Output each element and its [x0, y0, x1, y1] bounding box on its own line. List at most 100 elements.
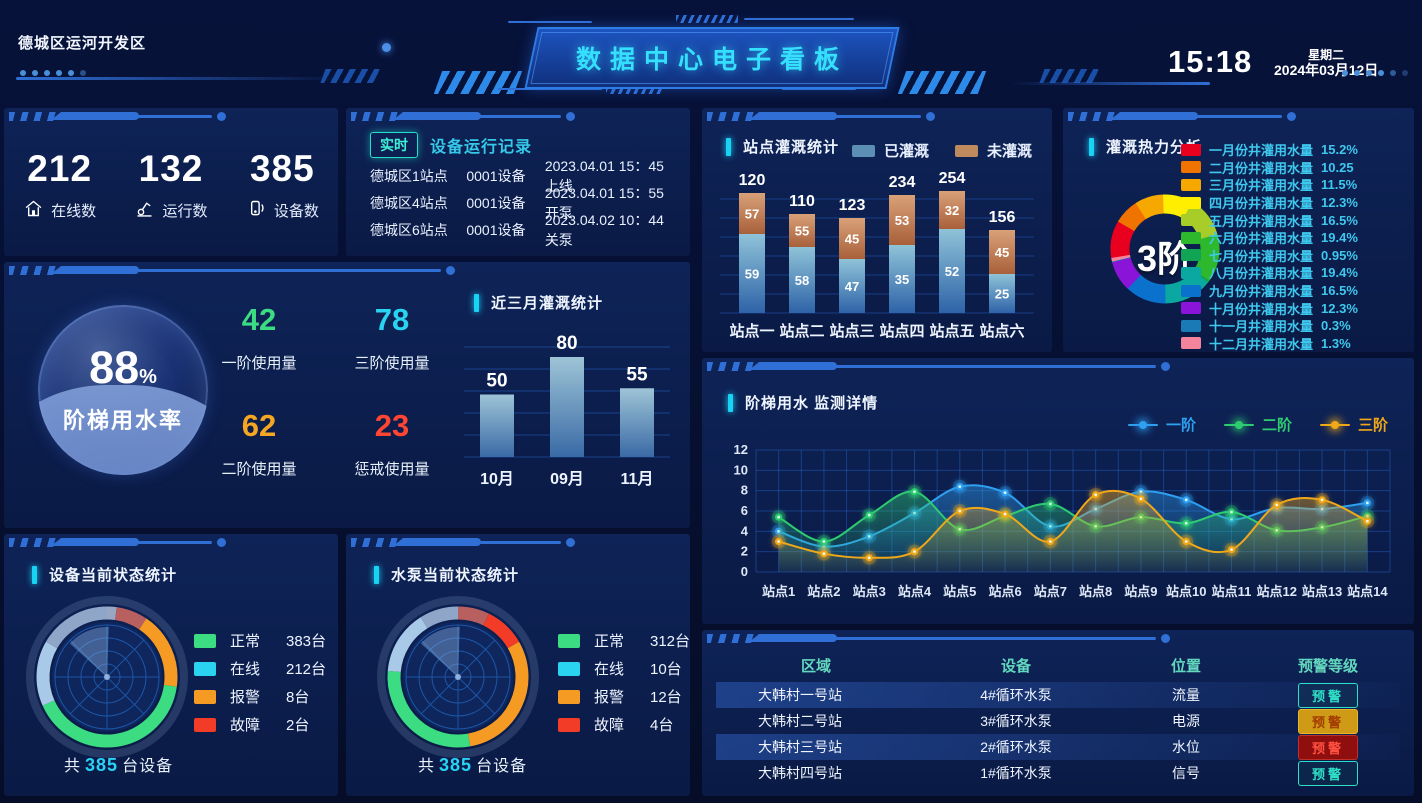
svg-text:站点一: 站点一	[729, 322, 774, 340]
alarm-position: 流量	[1172, 687, 1200, 703]
heat-value: 1.3%	[1321, 335, 1351, 351]
heat-label: 七月份井灌用水量	[1209, 248, 1314, 264]
svg-text:12: 12	[734, 442, 748, 457]
heat-legend-item[interactable]: 五月份井灌用水量 16.5%	[1181, 211, 1358, 229]
log-device: 0001设备	[466, 194, 526, 211]
svg-text:2: 2	[741, 544, 748, 559]
heat-legend-item[interactable]: 三月份井灌用水量 11.5%	[1181, 176, 1358, 194]
svg-text:50: 50	[486, 371, 507, 392]
heat-legend-item[interactable]: 二月份井灌用水量 10.25	[1181, 159, 1358, 177]
line-legend-二阶[interactable]: 二阶	[1223, 414, 1292, 435]
alarm-badge[interactable]: 预警	[1298, 682, 1358, 708]
log-time-action: 2023.04.02 10：44 关泵	[544, 211, 664, 248]
log-station: 德城区1站点	[370, 167, 448, 184]
heat-swatch	[1181, 196, 1201, 209]
status-legend-item[interactable]: 在线 10台	[558, 658, 708, 679]
log-device: 0001设备	[466, 221, 526, 238]
legend-dot	[1330, 420, 1339, 429]
realtime-badge: 实时	[370, 132, 418, 158]
heat-swatch	[1181, 249, 1201, 262]
已灌溉-swatch	[852, 144, 875, 157]
svg-text:站点3: 站点3	[853, 584, 886, 599]
status-legend-item[interactable]: 报警 12台	[558, 686, 708, 707]
svg-text:234: 234	[889, 174, 916, 191]
stat-label: 在线数	[51, 203, 97, 220]
recent-chart-title: 近三月灌溉统计	[491, 295, 604, 312]
svg-text:45: 45	[845, 232, 859, 247]
alarm-row[interactable]: 大韩村二号站 3#循环水泵 电源 预警	[716, 708, 1400, 734]
status-legend-item[interactable]: 在线 212台	[194, 658, 344, 679]
heat-value: 10.25	[1321, 159, 1354, 175]
alarm-area: 大韩村三号站	[758, 739, 842, 755]
alarm-badge[interactable]: 预警	[1298, 760, 1358, 786]
status-legend-item[interactable]: 正常 312台	[558, 630, 708, 651]
status-count: 383台	[286, 633, 327, 650]
status-legend-item[interactable]: 报警 8台	[194, 686, 344, 707]
station-irrigation-title: 站点灌溉统计	[743, 139, 840, 156]
alarm-row[interactable]: 大韩村四号站 1#循环水泵 信号 预警	[716, 760, 1400, 786]
device-log-list: 德城区1站点 0001设备 2023.04.01 15：45 上线 德城区4站点 000…	[370, 158, 680, 248]
heat-value: 0.3%	[1321, 318, 1351, 334]
tiered-monitor-title: 阶梯用水 监测详情	[745, 395, 879, 412]
svg-text:站点7: 站点7	[1034, 584, 1067, 599]
heat-legend-item[interactable]: 四月份井灌用水量 12.3%	[1181, 194, 1358, 212]
alarm-badge[interactable]: 预警	[1298, 734, 1358, 760]
status-legend-item[interactable]: 正常 383台	[194, 630, 344, 651]
device-status-chart	[22, 592, 192, 767]
stats-row: 212 在线数 132 运行数 385 设备数	[4, 148, 338, 223]
status-legend-item[interactable]: 故障 2台	[194, 714, 344, 735]
heat-legend-item[interactable]: 八月份井灌用水量 19.4%	[1181, 264, 1358, 282]
status-legend-item[interactable]: 故障 4台	[558, 714, 708, 735]
svg-text:站点13: 站点13	[1302, 584, 1342, 599]
legend-item-已灌溉[interactable]: 已灌溉	[852, 140, 929, 161]
svg-text:110: 110	[789, 193, 815, 210]
alarm-row[interactable]: 大韩村三号站 2#循环水泵 水位 预警	[716, 734, 1400, 760]
svg-text:10月: 10月	[480, 470, 514, 488]
heat-value: 16.5%	[1321, 283, 1358, 299]
heat-swatch	[1181, 231, 1201, 244]
alarm-position: 信号	[1172, 765, 1200, 781]
alarm-row[interactable]: 大韩村一号站 4#循环水泵 流量 预警	[716, 682, 1400, 708]
legend-dot	[1138, 420, 1147, 429]
device-icon	[246, 198, 267, 223]
heat-legend-item[interactable]: 一月份井灌用水量 15.2%	[1181, 141, 1358, 159]
alarm-badge[interactable]: 预警	[1298, 708, 1358, 734]
legend-item-未灌溉[interactable]: 未灌溉	[955, 140, 1032, 161]
status-swatch	[194, 689, 216, 704]
heat-legend-item[interactable]: 七月份井灌用水量 0.95%	[1181, 247, 1358, 265]
title-tick	[474, 293, 479, 312]
heat-label: 十一月井灌用水量	[1209, 319, 1314, 335]
heat-legend-item[interactable]: 十月份井灌用水量 12.3%	[1181, 299, 1358, 317]
heat-legend-item[interactable]: 十一月井灌用水量 0.3%	[1181, 317, 1358, 335]
date: 2024年03月12日	[1274, 62, 1379, 78]
recent-irrigation-chart: 50 10月 80 09月 55 11月	[452, 324, 680, 534]
deco-stripes	[897, 71, 987, 94]
heat-legend-item[interactable]: 十二月井灌用水量 1.3%	[1181, 335, 1358, 353]
status-count: 2台	[286, 717, 310, 734]
weekday: 星期二	[1308, 48, 1345, 62]
line-legend-三阶[interactable]: 三阶	[1319, 414, 1388, 435]
legend-dot	[1234, 420, 1243, 429]
heat-swatch	[1181, 161, 1201, 174]
heat-swatch	[1181, 337, 1201, 350]
svg-text:6: 6	[741, 503, 748, 518]
status-swatch	[194, 717, 216, 732]
stat-label-row: 在线数	[23, 198, 96, 223]
svg-text:45: 45	[995, 245, 1009, 260]
svg-text:站点三: 站点三	[829, 322, 874, 340]
svg-text:站点5: 站点5	[943, 584, 976, 599]
heat-legend-item[interactable]: 九月份井灌用水量 16.5%	[1181, 282, 1358, 300]
svg-text:59: 59	[745, 267, 759, 282]
heat-legend-item[interactable]: 六月份井灌用水量 19.4%	[1181, 229, 1358, 247]
col-header-区域: 区域	[800, 657, 831, 675]
metric-label: 三阶使用量	[354, 355, 430, 372]
heat-swatch	[1181, 284, 1201, 297]
svg-text:32: 32	[945, 203, 959, 218]
region-title: 德城区运河开发区	[18, 35, 147, 52]
line-legend-一阶[interactable]: 一阶	[1127, 414, 1196, 435]
legend-label: 已灌溉	[884, 143, 930, 160]
deco-line	[16, 77, 346, 80]
status-label: 故障	[594, 717, 625, 734]
status-label: 报警	[594, 689, 625, 706]
